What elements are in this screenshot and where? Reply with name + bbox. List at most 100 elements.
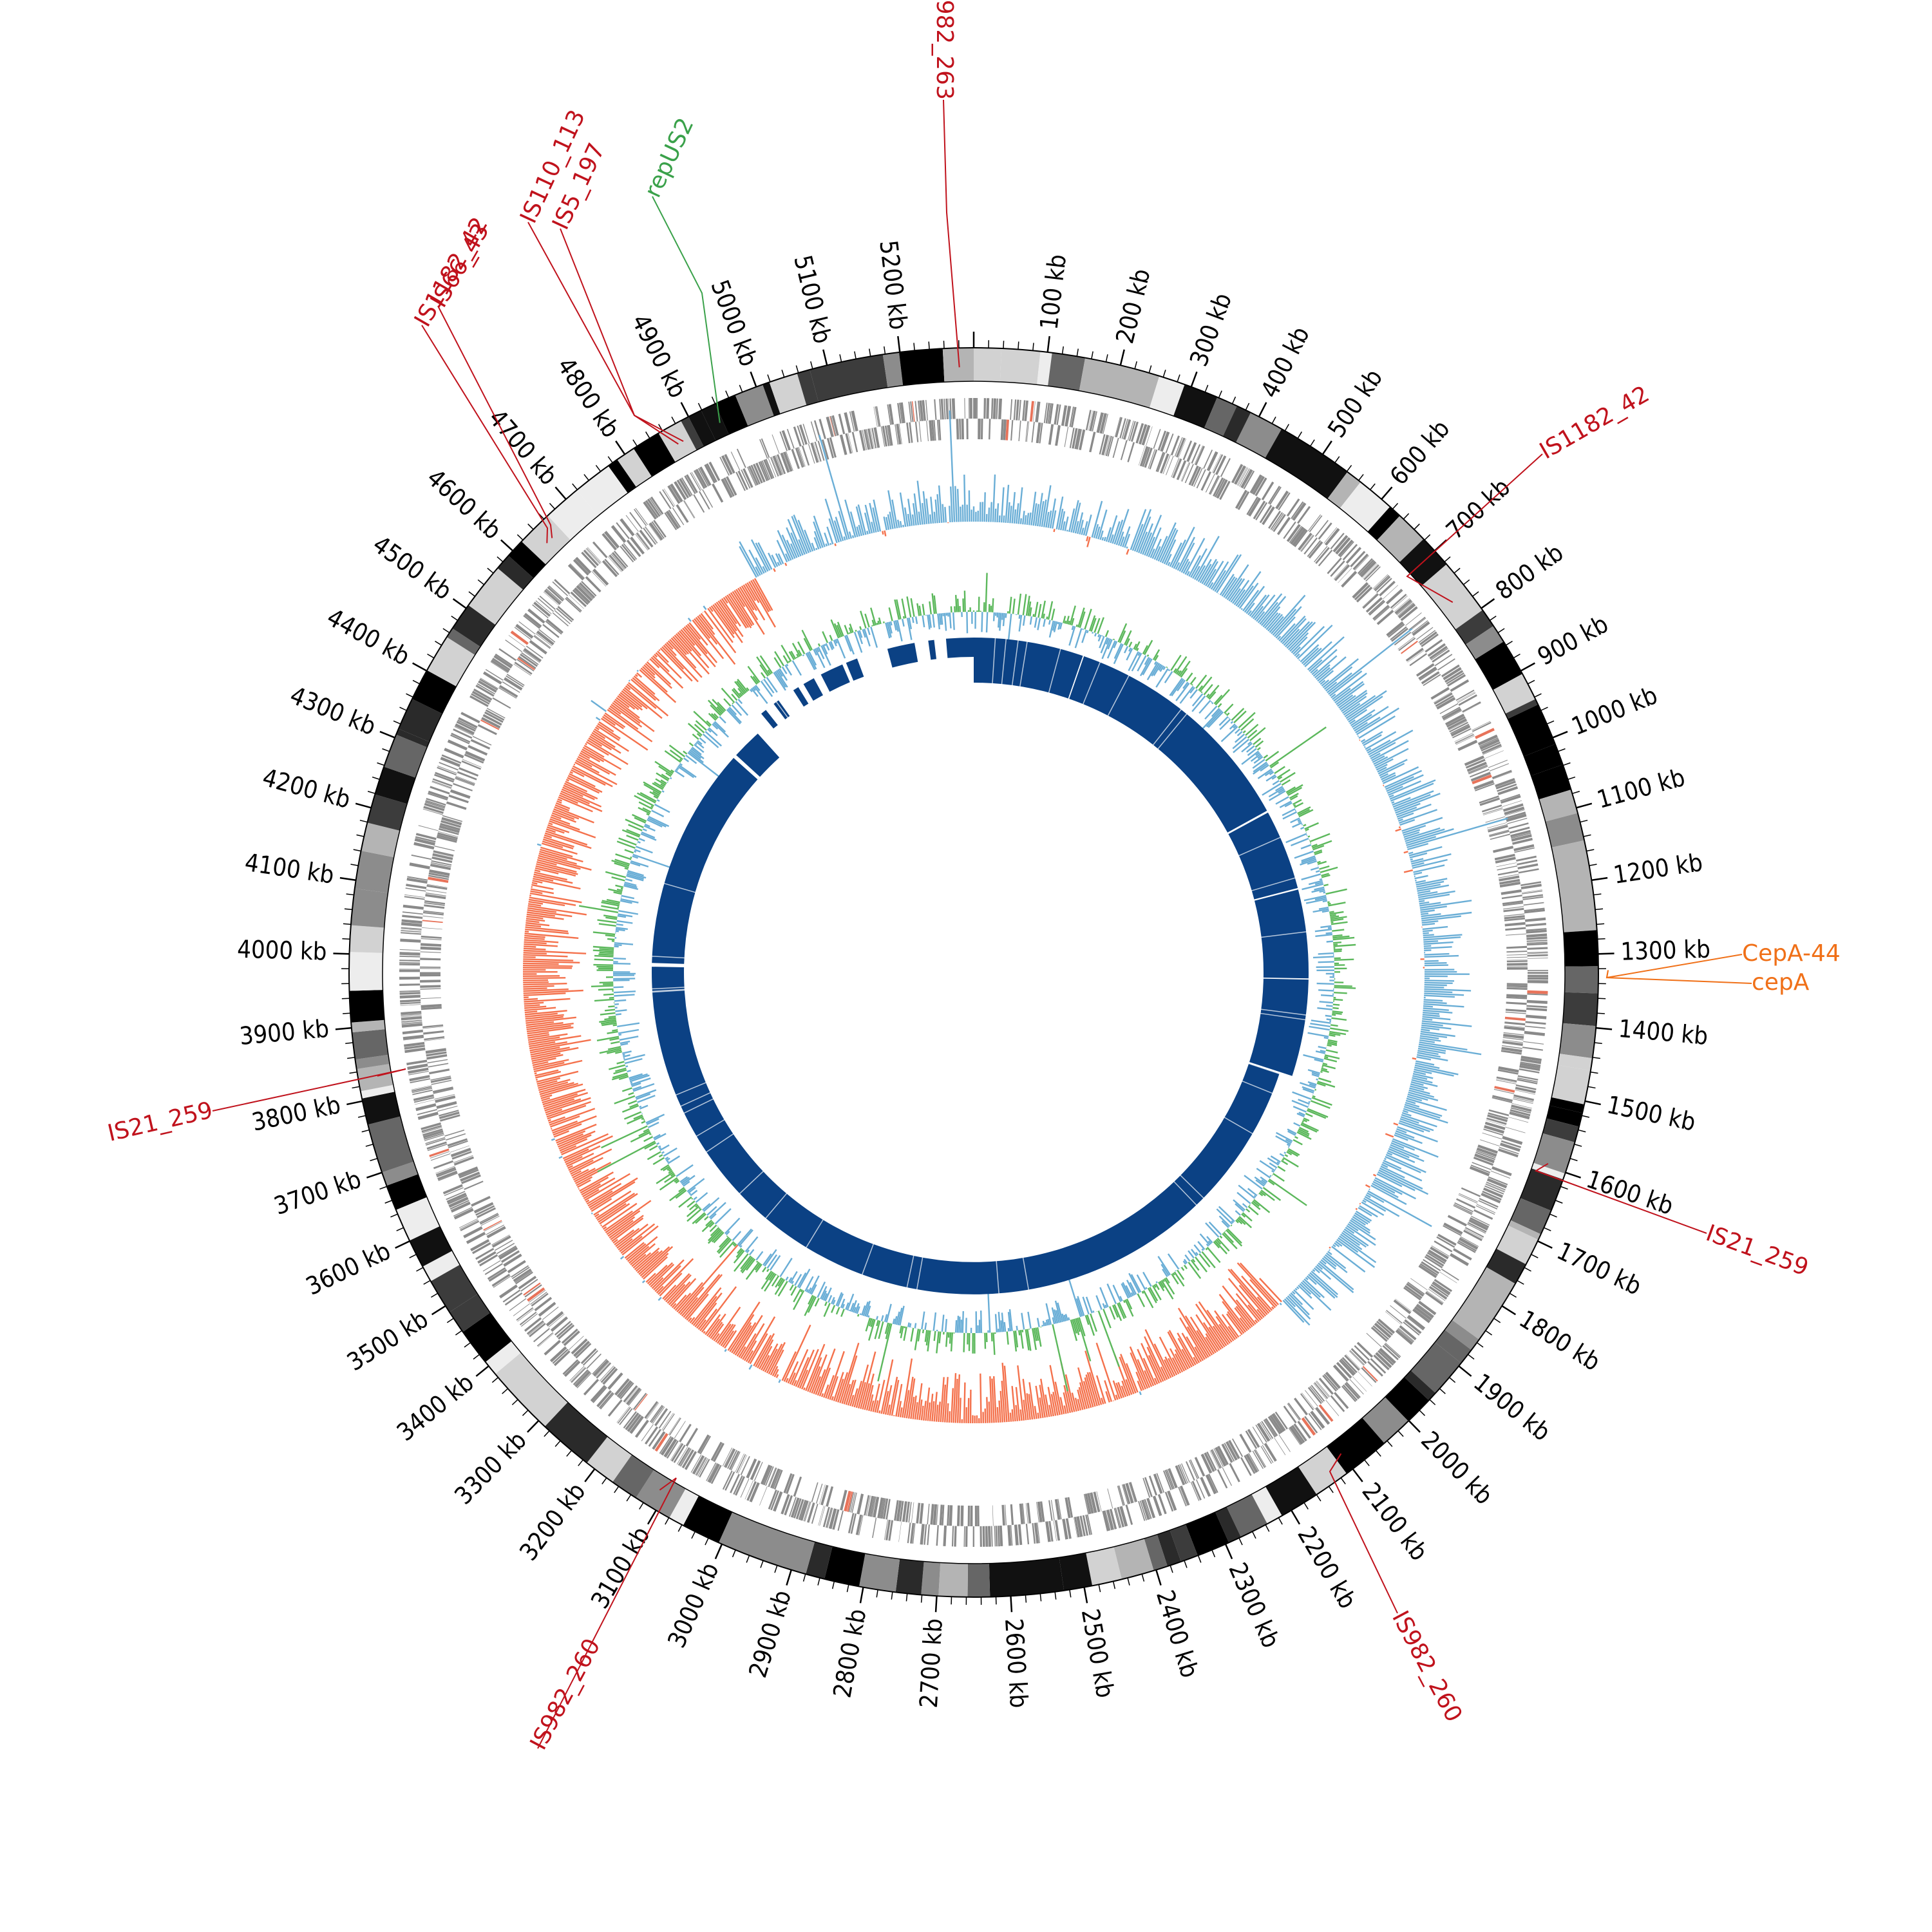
gc-content-bar [656, 1171, 674, 1184]
cds-feature [706, 463, 717, 482]
gc-content-bar [1036, 1318, 1040, 1327]
cds-feature [726, 476, 737, 496]
cds-feature [1362, 593, 1379, 609]
cds-feature [663, 1438, 677, 1458]
cds-feature [461, 1174, 481, 1184]
cds-feature [1517, 859, 1538, 866]
gc-skew-bar [1393, 793, 1431, 810]
gc-content-bar [710, 1213, 717, 1220]
gc-skew-bar [825, 543, 828, 547]
cds-feature [1482, 746, 1502, 755]
gc-skew-bar [1214, 1310, 1236, 1340]
gc-content-bar [613, 1069, 627, 1075]
cds-feature [781, 430, 791, 451]
cds-feature [461, 760, 482, 770]
gc-content-bar [601, 1022, 617, 1027]
gc-skew-bar [954, 486, 958, 522]
gc-content-bar [601, 905, 619, 910]
gc-skew-bar [1165, 553, 1172, 565]
gc-skew-bar [527, 1034, 550, 1039]
gc-content-bar [871, 620, 875, 627]
cds-feature [1486, 1181, 1506, 1191]
cds-feature [1061, 405, 1068, 426]
cds-feature [1447, 1215, 1467, 1227]
cds-feature [1318, 1378, 1334, 1395]
cds-feature [508, 635, 526, 648]
gc-skew-bar [613, 700, 655, 732]
gc-content-bar [759, 655, 773, 674]
cds-feature [600, 1365, 614, 1381]
gc-content-bar [1092, 1310, 1095, 1313]
gc-content-bar [877, 620, 880, 625]
gc-skew-bar [1423, 940, 1439, 943]
minor-tick [632, 439, 638, 447]
cds-feature [487, 1267, 506, 1280]
gc-content-bar [1255, 1179, 1265, 1187]
gc-skew-bar [1221, 576, 1236, 597]
cds-feature [1025, 421, 1028, 442]
gc-skew-bar [658, 1258, 694, 1295]
cds-feature [1315, 1406, 1331, 1425]
cds-feature [1310, 1410, 1325, 1429]
cds-feature [477, 1207, 496, 1218]
gc-skew-bar [1401, 817, 1443, 832]
cds-feature [545, 588, 562, 603]
gc-skew-bar [916, 480, 923, 525]
major-tick [1190, 371, 1198, 388]
gc-skew-bar [1048, 1405, 1052, 1417]
gc-skew-bar [526, 922, 550, 927]
gc-skew-bar [585, 741, 609, 756]
cds-feature [1394, 632, 1412, 646]
gc-content-bar [623, 1054, 645, 1061]
major-tick [335, 1027, 352, 1030]
contig-block [1562, 992, 1598, 1027]
gc-skew-bar [1003, 515, 1005, 523]
cds-feature [685, 1428, 698, 1447]
gc-skew-bar [1171, 539, 1186, 568]
gc-skew-bar [683, 1274, 721, 1318]
major-tick [1258, 402, 1267, 417]
cds-feature [1526, 928, 1547, 931]
gc-skew-bar [871, 522, 875, 533]
gc-content-bar [642, 828, 647, 832]
cds-feature [1067, 1497, 1074, 1518]
scale-label: 3300 kb [449, 1426, 532, 1510]
cds-feature [428, 876, 449, 883]
cds-feature [829, 416, 835, 437]
minor-tick [691, 1531, 696, 1539]
cds-feature [482, 1260, 501, 1272]
gc-content-bar [623, 883, 638, 888]
cds-feature [592, 541, 608, 558]
cds-feature [1172, 458, 1180, 478]
contig-block [348, 952, 383, 991]
cds-feature [1504, 1025, 1525, 1028]
minor-tick [1558, 748, 1566, 752]
gc-content-bar [694, 743, 697, 745]
gc-skew-bar [1184, 538, 1206, 575]
cds-feature [459, 1219, 478, 1229]
cds-feature [819, 419, 826, 439]
gc-content-bar [1303, 1054, 1324, 1061]
gc-skew-bar [826, 526, 834, 545]
gc-skew-bar [1307, 1273, 1336, 1299]
gc-skew-bar [717, 600, 744, 638]
gc-content-bar [1303, 824, 1307, 827]
cds-feature [1526, 942, 1548, 946]
gc-content-bar [1323, 1057, 1338, 1063]
gc-content-bar [870, 626, 878, 648]
gc-content-bar [1292, 1091, 1312, 1101]
cds-feature [1505, 1009, 1526, 1012]
gc-content-bar [1152, 649, 1160, 661]
gc-content-bar [698, 1207, 701, 1209]
gc-skew-bar [1175, 562, 1180, 570]
gc-content-bar [1106, 1283, 1117, 1305]
gc-content-bar [1151, 663, 1160, 677]
gc-content-bar [836, 625, 843, 638]
cds-feature [911, 1502, 914, 1523]
gc-skew-bar [1421, 1028, 1430, 1032]
gc-skew-bar [1071, 1392, 1077, 1412]
gc-skew-bar [1419, 1039, 1435, 1043]
cds-feature [1519, 1065, 1540, 1071]
gc-content-bar [1097, 617, 1104, 634]
gc-skew-bar [1399, 819, 1416, 826]
